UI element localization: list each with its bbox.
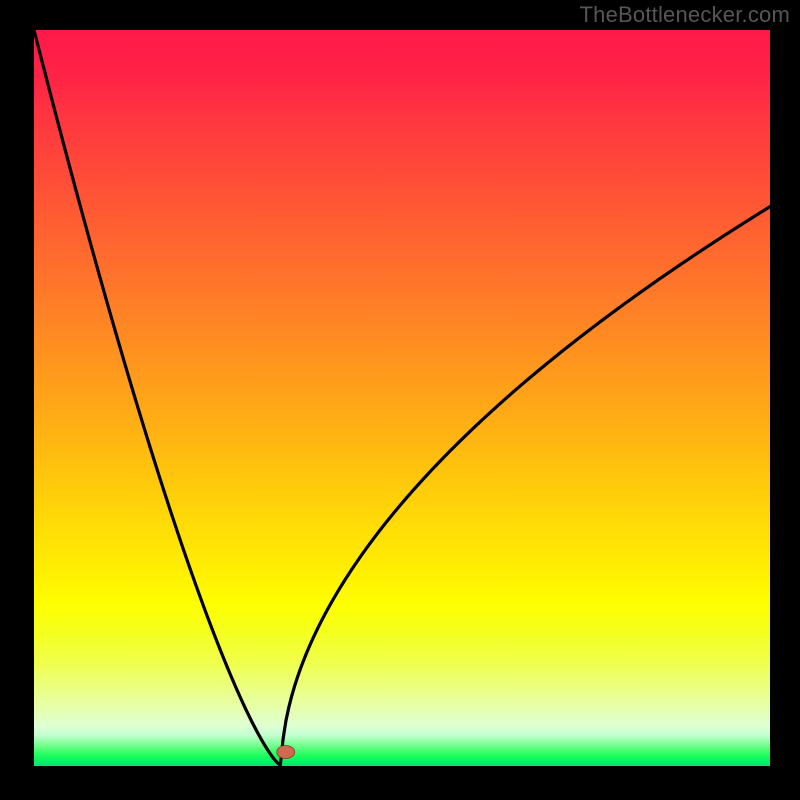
watermark-label: TheBottlenecker.com — [580, 2, 790, 28]
chart-svg — [0, 0, 800, 800]
plot-background — [34, 30, 770, 766]
optimum-marker-icon — [277, 746, 295, 759]
chart-container: TheBottlenecker.com — [0, 0, 800, 800]
